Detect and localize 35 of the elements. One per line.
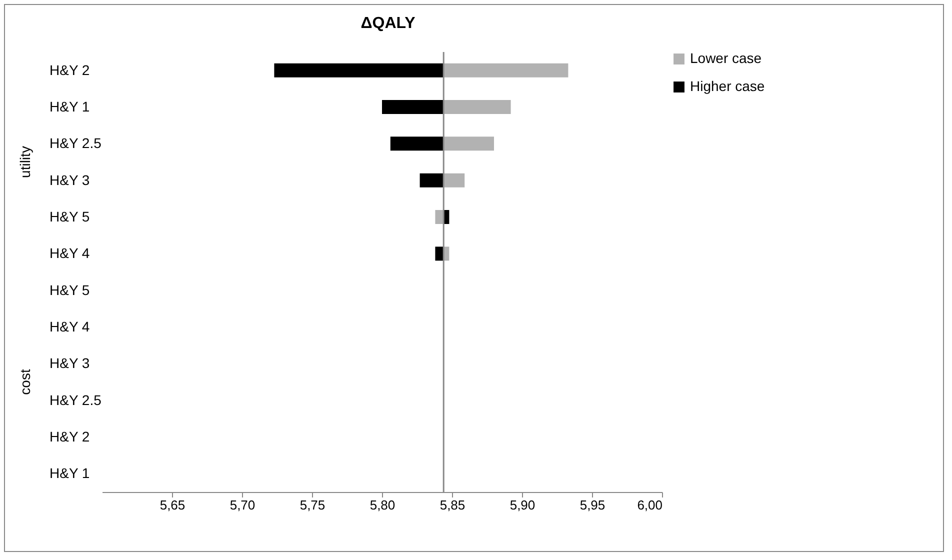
bar xyxy=(420,173,444,188)
x-tick-label: 6,00 xyxy=(637,498,662,512)
bar xyxy=(444,63,568,78)
x-tick-label: 5,95 xyxy=(580,498,606,512)
bar xyxy=(444,100,511,114)
chart-title: ΔQALY xyxy=(360,15,416,32)
y-tick-label: H&Y 5 xyxy=(50,208,90,224)
x-tick-label: 5,70 xyxy=(230,498,256,512)
legend-label: Lower case xyxy=(690,50,762,66)
y-tick-label: H&Y 2.5 xyxy=(50,135,102,152)
y-tick-label: H&Y 1 xyxy=(50,98,90,114)
x-tick-label: 5,80 xyxy=(370,498,396,512)
text: cost xyxy=(17,369,33,395)
y-tick-label: H&Y 2.5 xyxy=(50,392,102,408)
bar xyxy=(435,210,444,224)
legend-label: Higher case xyxy=(690,78,765,94)
x-tick-label: 5,85 xyxy=(440,498,466,512)
bar xyxy=(382,100,444,114)
x-tick-label: 5,75 xyxy=(300,498,326,512)
y-tick-label: H&Y 3 xyxy=(50,355,90,372)
text: utility xyxy=(17,146,33,178)
x-tick-label: 5,65 xyxy=(160,498,186,512)
y-tick-label: H&Y 4 xyxy=(50,245,90,262)
bar xyxy=(444,173,465,188)
bar xyxy=(435,246,444,261)
y-tick-label: H&Y 4 xyxy=(50,318,90,334)
y-tick-label: H&Y 1 xyxy=(50,465,90,482)
bar xyxy=(444,136,494,151)
bar xyxy=(274,63,444,78)
y-tick-label: H&Y 2 xyxy=(50,62,90,78)
y-tick-label: H&Y 5 xyxy=(50,282,90,298)
x-tick-label: 5,90 xyxy=(510,498,536,512)
y-tick-label: H&Y 3 xyxy=(50,172,90,188)
bar xyxy=(390,136,444,151)
y-tick-label: H&Y 2 xyxy=(50,428,90,444)
